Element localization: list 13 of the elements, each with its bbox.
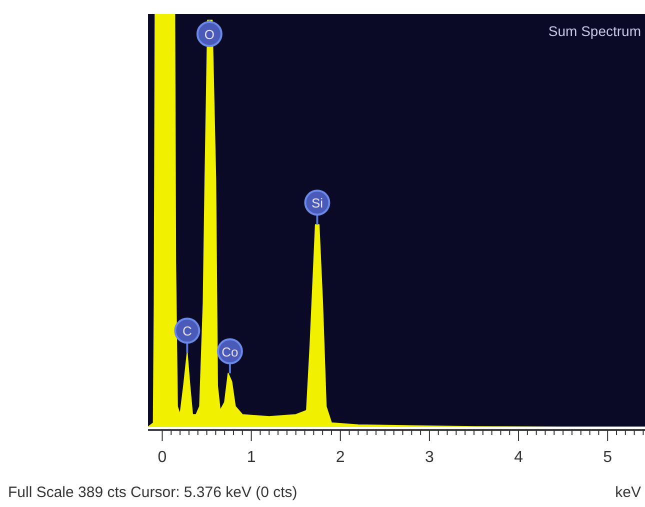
x-axis-title: keV	[615, 484, 641, 501]
text: Full Scale 389 cts Cursor: 5.376 keV (0 cts)	[8, 484, 298, 501]
annotation: C	[182, 324, 192, 339]
annotation: O	[204, 27, 215, 42]
x-tick-label: 0	[158, 449, 167, 466]
annotation: Si	[311, 196, 324, 211]
x-tick-label: 1	[246, 449, 256, 466]
annotation: Co	[222, 344, 238, 360]
x-tick-label: 4	[514, 449, 524, 466]
x-tick-label: 3	[425, 449, 434, 466]
text: Sum Spectrum	[548, 23, 641, 39]
x-tick-label: 5	[603, 449, 612, 466]
x-tick-label: 2	[336, 449, 345, 466]
